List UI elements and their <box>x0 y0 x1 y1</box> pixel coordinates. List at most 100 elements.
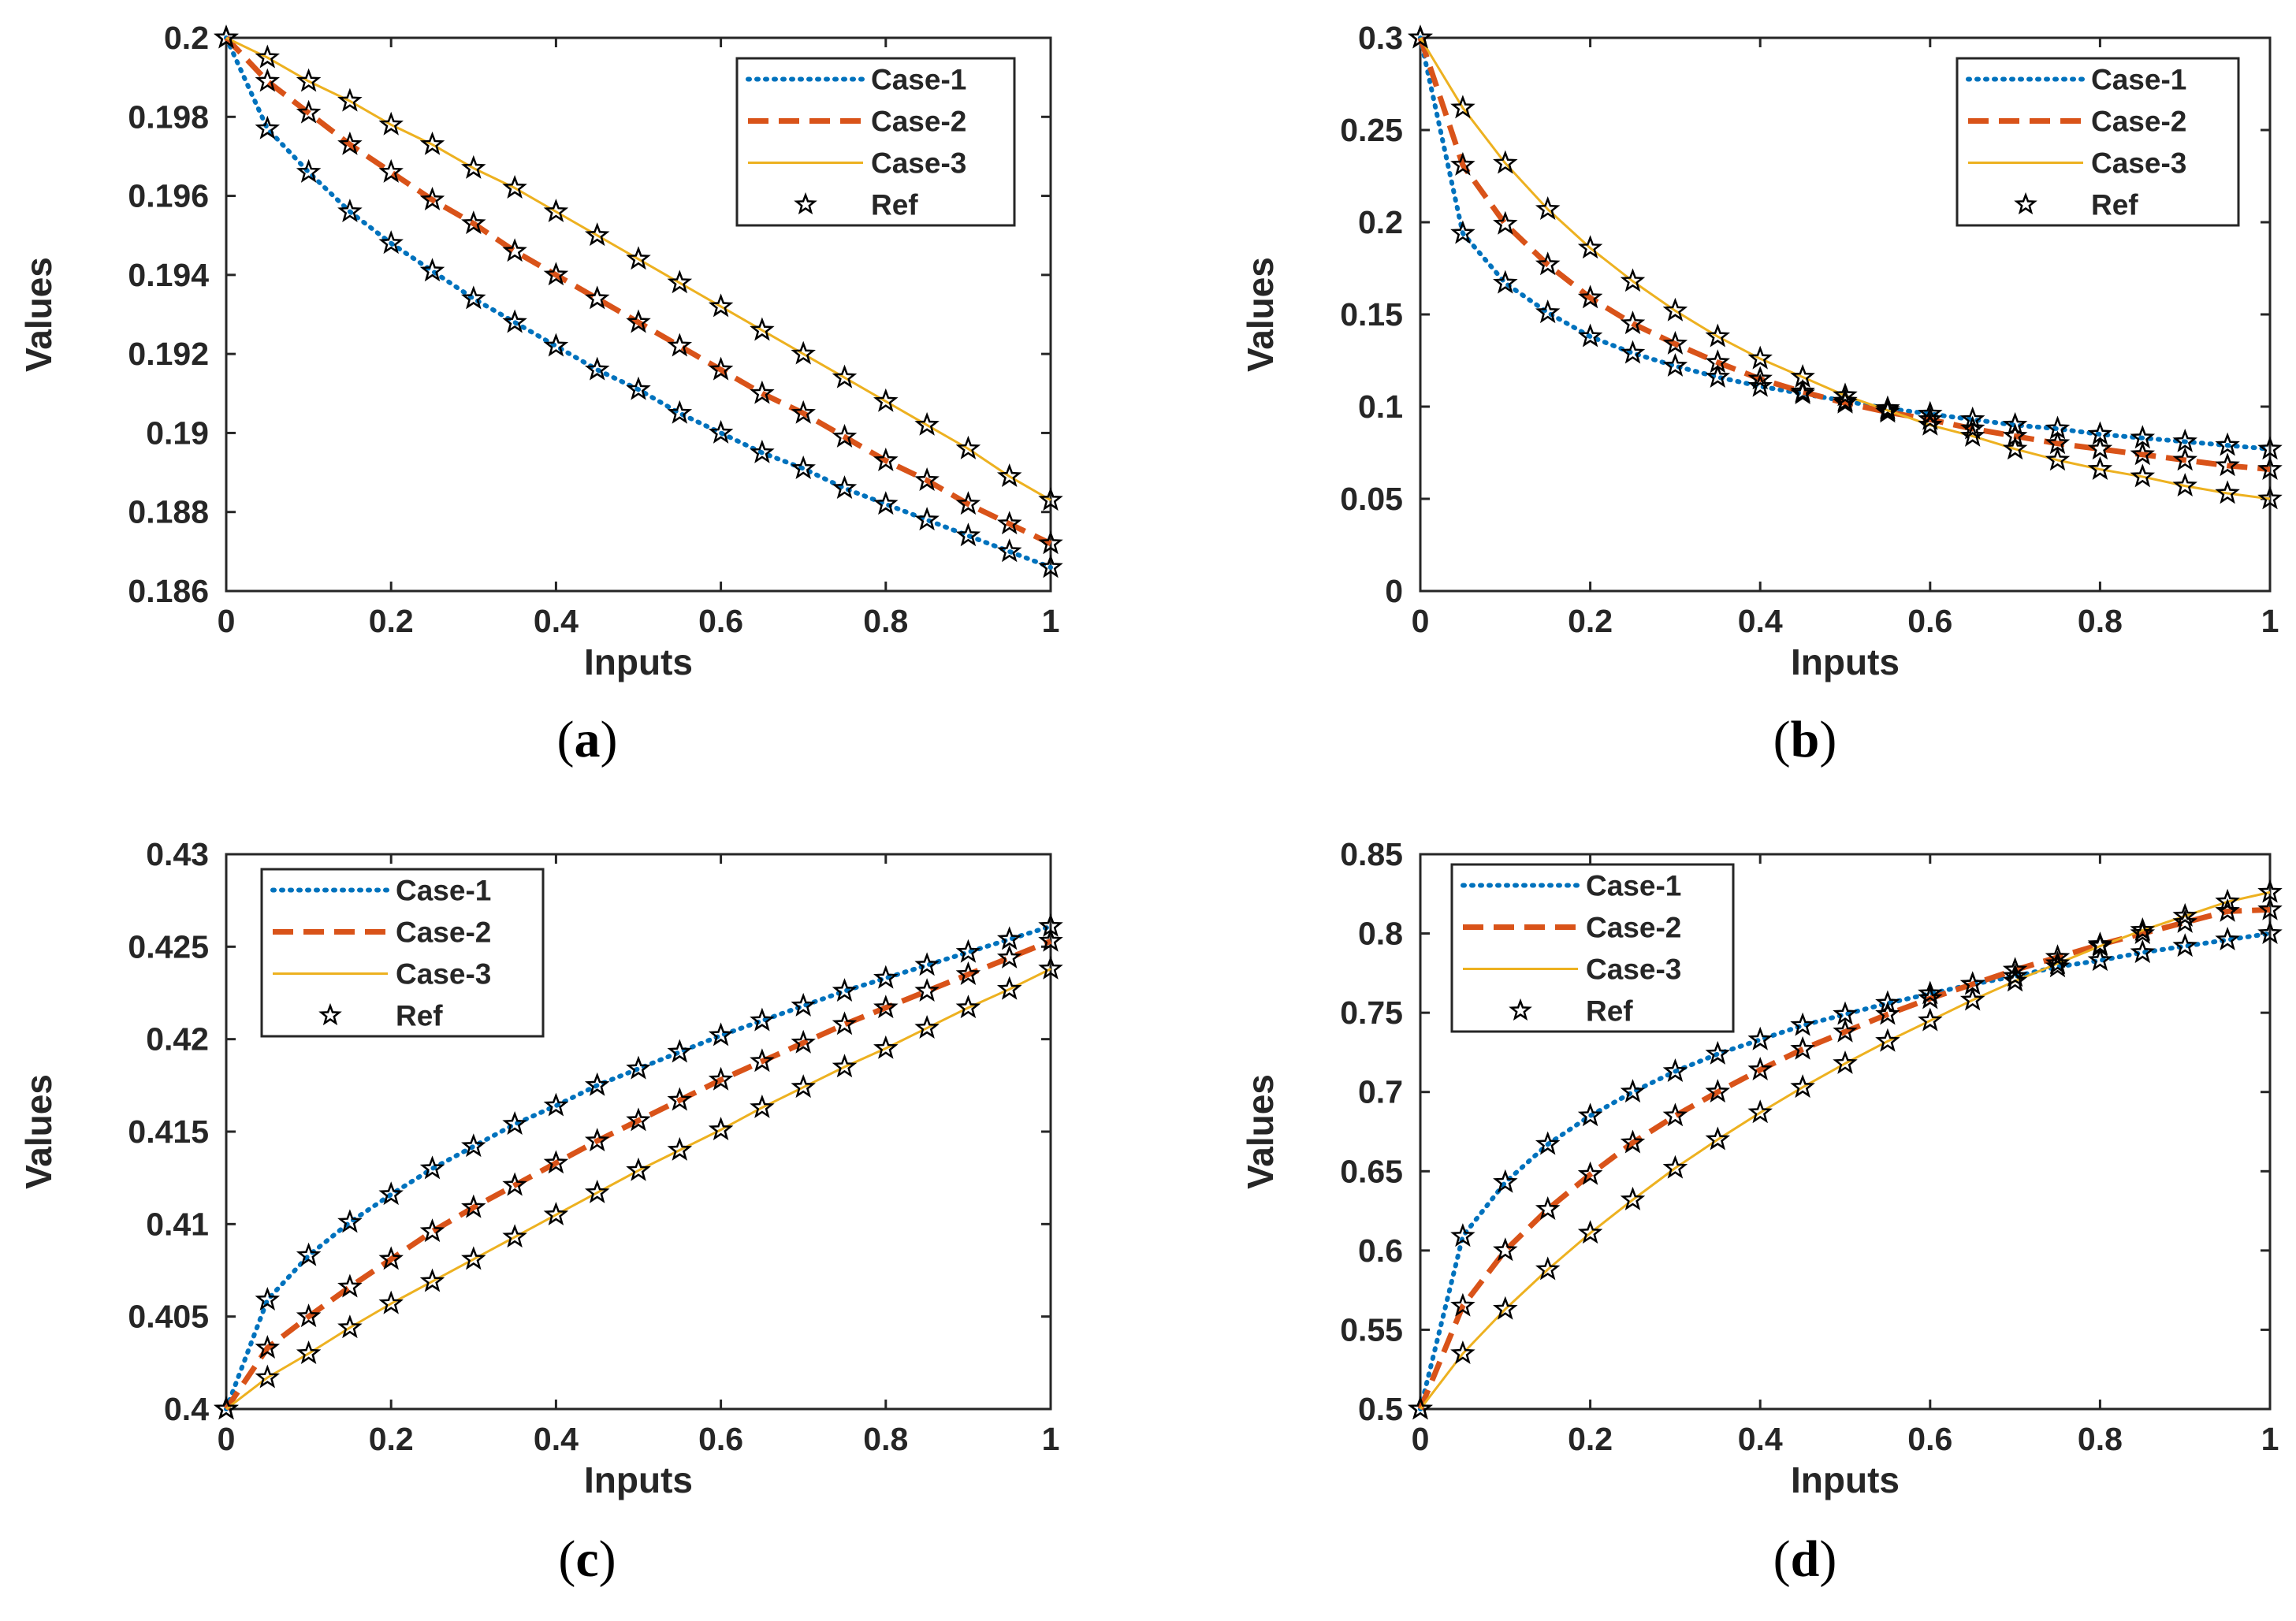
ref-marker <box>543 333 569 357</box>
y-tick-label: 0.19 <box>146 415 209 451</box>
y-tick-label: 0.425 <box>128 928 209 965</box>
series-line-case-3 <box>225 968 1051 1411</box>
ref-marker <box>2002 968 2028 992</box>
ref-marker <box>2130 441 2156 466</box>
ref-marker <box>1747 345 1773 370</box>
panel-d: 0 0.2 0.4 0.6 0.8 1 0.5 0.55 0.6 0.65 0.7 0.75 0.8 0.… <box>1240 836 2283 1588</box>
ref-marker <box>1705 349 1731 374</box>
ref-marker <box>255 1334 281 1359</box>
ref-marker <box>1833 382 1858 407</box>
x-tick-label: 1 <box>2261 1421 2279 1457</box>
ref-marker <box>1535 251 1561 276</box>
ref-marker <box>1705 1079 1731 1103</box>
series-line-case-2 <box>224 939 1052 1411</box>
series-line-case-1 <box>1418 931 2272 1411</box>
series-line-case-3 <box>1419 37 2271 500</box>
ref-marker <box>461 210 486 235</box>
ref-marker <box>708 419 734 444</box>
ref-marker <box>2087 947 2113 972</box>
y-axis-label: Values <box>1240 1074 1281 1189</box>
ref-marker <box>1493 150 1518 174</box>
ref-marker <box>1662 1058 1688 1082</box>
panel-caption: (a) <box>557 711 618 768</box>
ref-marker <box>2215 898 2240 922</box>
x-tick-label: 0.2 <box>369 603 414 639</box>
ref-marker <box>2045 944 2071 969</box>
ref-marker <box>626 1055 651 1080</box>
legend-label: Ref <box>871 189 918 221</box>
ref-marker <box>1038 487 1063 511</box>
ref-marker <box>873 965 899 989</box>
panel-caption: (d) <box>1773 1530 1837 1588</box>
x-tick-label: 0.2 <box>1568 603 1613 639</box>
ref-marker <box>1577 1102 1603 1127</box>
x-tick-label: 0.2 <box>1568 1421 1613 1457</box>
ref-marker <box>543 1092 569 1117</box>
ref-marker <box>1535 1131 1561 1155</box>
ref-marker <box>873 1035 899 1059</box>
x-tick-label: 0 <box>218 1421 236 1457</box>
ref-marker <box>1038 955 1063 980</box>
y-tick-label: 0.194 <box>128 257 209 293</box>
y-tick-label: 0.415 <box>128 1114 209 1150</box>
y-tick-label: 0.192 <box>128 336 209 372</box>
legend-box <box>735 57 1016 227</box>
legend-label: Ref <box>2091 189 2138 221</box>
series-line-case-1 <box>224 35 1053 570</box>
ref-marker <box>955 939 981 963</box>
ref-marker <box>1959 987 1985 1011</box>
ref-marker <box>1747 366 1773 390</box>
ref-marker <box>667 333 693 357</box>
x-tick-label: 0.8 <box>2078 1421 2123 1457</box>
ref-marker <box>584 1179 610 1203</box>
ref-marker <box>667 1039 693 1063</box>
ref-marker <box>1450 151 1475 176</box>
ref-marker <box>832 475 858 500</box>
ref-marker <box>1493 1169 1518 1193</box>
ref-marker <box>2257 920 2283 944</box>
ref-marker <box>914 411 940 436</box>
x-tick-label: 0.4 <box>534 603 579 639</box>
ref-marker <box>1577 323 1603 348</box>
legend-label: Case-1 <box>396 875 491 907</box>
ref-marker <box>996 463 1022 487</box>
ref-marker <box>955 961 981 985</box>
ref-marker <box>502 1224 527 1248</box>
ref-marker <box>708 1066 734 1091</box>
legend-box <box>1956 57 2240 227</box>
ref-marker <box>2002 963 2028 987</box>
legend-marker-ref <box>2014 191 2037 215</box>
y-tick-label: 0.405 <box>128 1299 209 1335</box>
legend-label: Case-1 <box>2091 64 2186 96</box>
x-tick-label: 0.2 <box>369 1421 414 1457</box>
ref-marker <box>1959 422 1985 447</box>
ref-marker <box>750 317 775 341</box>
ref-marker <box>2045 950 2071 975</box>
ref-marker <box>1450 95 1475 119</box>
ref-marker <box>626 309 651 333</box>
ref-marker <box>832 978 858 1002</box>
ref-marker <box>626 246 651 270</box>
y-tick-label: 0.1 <box>1358 389 1403 425</box>
legend-label: Case-3 <box>1586 954 1681 986</box>
ref-marker <box>626 1107 651 1132</box>
ref-marker <box>1662 1102 1688 1127</box>
ref-marker <box>2002 411 2028 436</box>
ref-marker <box>502 1172 527 1196</box>
ref-marker <box>1493 270 1518 294</box>
ref-marker <box>832 364 858 389</box>
y-tick-label: 0.6 <box>1358 1232 1403 1269</box>
ref-marker <box>708 356 734 381</box>
ref-marker <box>1918 1007 1943 1032</box>
ref-marker <box>1918 985 1943 1009</box>
ref-marker <box>296 99 322 124</box>
legend-marker-ref <box>1509 998 1532 1021</box>
ref-marker <box>626 376 651 400</box>
ref-marker <box>419 1155 445 1180</box>
legend-label: Case-3 <box>396 958 491 991</box>
ref-marker <box>584 1128 610 1152</box>
x-tick-label: 0 <box>1412 603 1430 639</box>
ref-marker <box>708 1022 734 1047</box>
ref-marker <box>1662 330 1688 355</box>
x-axis-label: Inputs <box>1791 641 1900 682</box>
